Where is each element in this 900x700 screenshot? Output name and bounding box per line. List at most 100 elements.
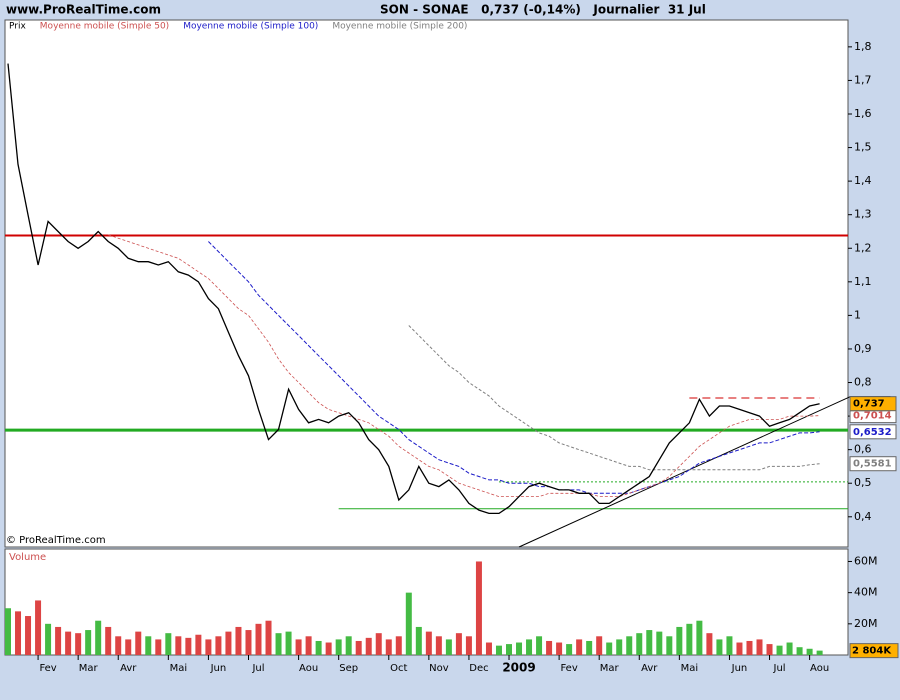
volume-bar	[365, 637, 372, 655]
volume-bar	[375, 633, 382, 655]
x-tick-label: Mai	[681, 663, 699, 674]
volume-bar	[506, 644, 512, 655]
volume-bar	[465, 636, 472, 655]
legend-entry: Moyenne mobile (Simple 50)	[40, 22, 169, 32]
legend-entry: Moyenne mobile (Simple 100)	[183, 22, 318, 32]
volume-bar	[766, 644, 773, 655]
y-tick-label: 1,5	[854, 141, 872, 154]
x-tick-label: Oct	[390, 663, 407, 674]
y-tick-label: 1,3	[854, 208, 872, 221]
volume-bar	[395, 636, 402, 655]
series-line	[408, 325, 820, 471]
volume-bar	[736, 642, 743, 655]
volume-bar	[35, 600, 42, 655]
volume-bar	[25, 616, 32, 655]
trendline	[518, 396, 850, 548]
last-value-box	[849, 643, 899, 659]
volume-bar	[526, 639, 533, 655]
volume-bar	[155, 639, 162, 655]
volume-bar	[576, 639, 583, 655]
volume-bar	[816, 650, 823, 655]
volume-bar	[55, 626, 62, 655]
volume-bar	[756, 639, 763, 655]
legend-entry: Prix	[9, 22, 26, 32]
volume-bar	[626, 636, 633, 655]
volume-bar	[425, 631, 432, 655]
volume-bar	[706, 633, 713, 655]
volume-bar	[455, 633, 462, 655]
last-value-frame	[849, 424, 897, 440]
volume-bar	[75, 633, 82, 655]
x-tick-label: Nov	[429, 663, 449, 674]
series-line	[7, 63, 820, 515]
y-tick-label: 0,8	[854, 376, 872, 389]
volume-bar	[415, 626, 422, 655]
volume-bar	[796, 647, 803, 655]
last-value-frame	[849, 456, 897, 472]
volume-bar	[596, 636, 603, 655]
last-value-label: 2 804K	[852, 646, 892, 657]
volume-bar	[566, 644, 573, 655]
series-line	[208, 241, 820, 494]
x-tick-label: Aou	[299, 663, 318, 674]
last-value-frame	[849, 396, 897, 412]
y-tick-label: 0,5	[854, 476, 872, 489]
y-tick-label: 1,4	[854, 174, 872, 187]
volume-bar	[646, 630, 653, 655]
x-tick-label: Fev	[39, 663, 56, 674]
volume-bar	[235, 626, 242, 655]
x-tick-label: Avr	[120, 663, 137, 674]
volume-bar	[45, 623, 52, 655]
volume-bar	[536, 636, 543, 655]
x-tick-label: Mai	[170, 663, 188, 674]
volume-bar	[586, 640, 593, 655]
legend-entry: Moyenne mobile (Simple 200)	[332, 22, 467, 32]
x-tick-label: Jun	[210, 663, 227, 674]
volume-bar	[546, 640, 553, 655]
volume-bar	[265, 620, 272, 655]
volume-bar	[295, 639, 302, 655]
series-line	[108, 234, 820, 497]
x-tick-label: Avr	[641, 663, 658, 674]
last-value-label: 0,6532	[853, 427, 892, 438]
volume-bar	[335, 639, 342, 655]
y-tick-label: 1,7	[854, 73, 872, 86]
volume-bar	[666, 636, 673, 655]
volume-bar	[145, 636, 152, 655]
x-tick-label: Jun	[731, 663, 748, 674]
volume-bar	[305, 636, 312, 655]
volume-bar	[636, 633, 643, 655]
site-name: www.ProRealTime.com	[6, 3, 161, 17]
volume-bar	[405, 592, 412, 655]
y-tick-label: 0,4	[854, 510, 872, 523]
y-tick-label: 1,2	[854, 241, 872, 254]
last-value-label: 0,7014	[853, 411, 892, 422]
chart-title: SON - SONAE 0,737 (-0,14%) Journalier 31…	[380, 3, 706, 17]
volume-bar	[125, 639, 132, 655]
volume-bar	[245, 630, 252, 655]
volume-bar	[475, 561, 482, 655]
volume-bar	[606, 642, 613, 655]
volume-bar	[275, 633, 282, 655]
last-value-label: 0,737	[853, 399, 885, 410]
x-tick-label: Fev	[560, 663, 577, 674]
header-bar	[0, 0, 900, 18]
y-tick-label: 1	[854, 308, 861, 321]
volume-bar	[215, 636, 222, 655]
volume-bar	[355, 640, 362, 655]
y-tick-label: 1,6	[854, 107, 872, 120]
volume-bar	[95, 620, 102, 655]
volume-bar	[85, 630, 92, 655]
volume-bar	[175, 636, 182, 655]
volume-bar	[696, 620, 703, 655]
volume-bar	[315, 640, 322, 655]
volume-bar	[686, 623, 693, 655]
x-tick-label: 2009	[502, 661, 535, 675]
x-tick-label: Sep	[339, 663, 358, 674]
volume-bar	[285, 631, 292, 655]
volume-bar	[435, 636, 442, 655]
volume-bar	[135, 631, 142, 655]
volume-bar	[556, 642, 563, 655]
